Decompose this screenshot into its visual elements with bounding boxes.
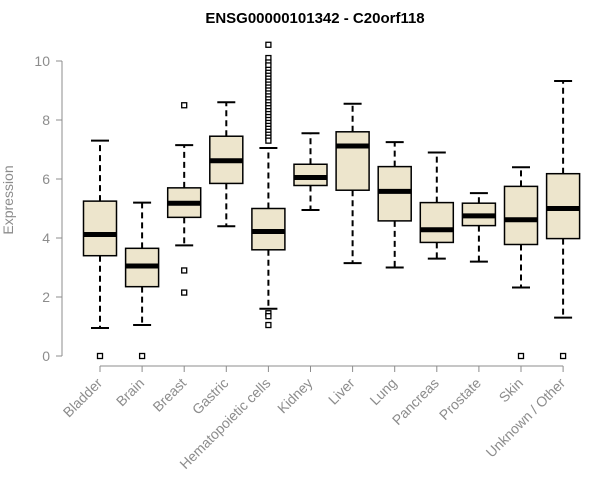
outlier-point [265, 137, 272, 144]
chart-title: ENSG00000101342 - C20orf118 [205, 10, 424, 27]
y-axis-label: Expression [0, 165, 16, 234]
box-group [166, 102, 202, 296]
boxes [82, 41, 581, 360]
outlier-point [559, 352, 567, 360]
box-iqr [335, 131, 370, 191]
y-tick-label: 2 [42, 289, 50, 305]
box-group [377, 141, 412, 269]
box-group [251, 41, 286, 329]
x-tick-label: Unknown / Other [483, 375, 569, 461]
box-group [209, 101, 244, 228]
outlier-point [265, 321, 272, 329]
outlier-point [138, 352, 146, 360]
box-group [82, 139, 118, 360]
outlier-point [181, 267, 188, 274]
outlier-point [517, 352, 525, 360]
box-group [293, 132, 328, 211]
x-tick-label: Skin [496, 375, 527, 406]
y-tick-label: 4 [42, 230, 50, 246]
box-iqr [503, 185, 539, 246]
y-tick-label: 8 [42, 112, 50, 128]
x-tick-label: Brain [113, 375, 147, 409]
x-tick-label: Lung [366, 375, 399, 408]
box-group [335, 102, 370, 265]
outlier-point [265, 41, 272, 48]
outlier-point [181, 289, 188, 296]
outlier-point [96, 352, 104, 360]
box-iqr [419, 201, 455, 244]
box-group [503, 166, 539, 360]
outlier-point [265, 313, 272, 320]
x-tick-label: Liver [325, 375, 358, 408]
x-tick-label: Pancreas [389, 375, 442, 428]
y-tick-label: 0 [42, 348, 50, 364]
x-tick-label: Kidney [274, 375, 316, 417]
box-group [124, 201, 160, 360]
x-tick-label: Prostate [436, 375, 484, 423]
x-tick-label: Breast [149, 375, 189, 415]
box-group [461, 192, 497, 263]
y-tick-label: 10 [34, 53, 50, 69]
box-iqr [293, 163, 328, 187]
y-tick-label: 6 [42, 171, 50, 187]
outlier-point [181, 102, 188, 109]
box-group [545, 80, 581, 360]
x-tick-label: Bladder [60, 375, 106, 421]
box-iqr [82, 200, 118, 257]
box-group [419, 151, 455, 260]
